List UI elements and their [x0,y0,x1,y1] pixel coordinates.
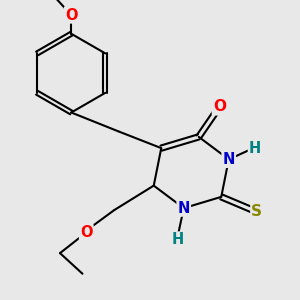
Text: H: H [249,141,261,156]
Text: N: N [223,152,235,167]
Text: S: S [251,204,262,219]
Text: O: O [213,99,226,114]
Text: N: N [178,201,190,216]
Text: O: O [65,8,77,22]
Text: O: O [80,225,92,240]
Text: H: H [172,232,184,247]
